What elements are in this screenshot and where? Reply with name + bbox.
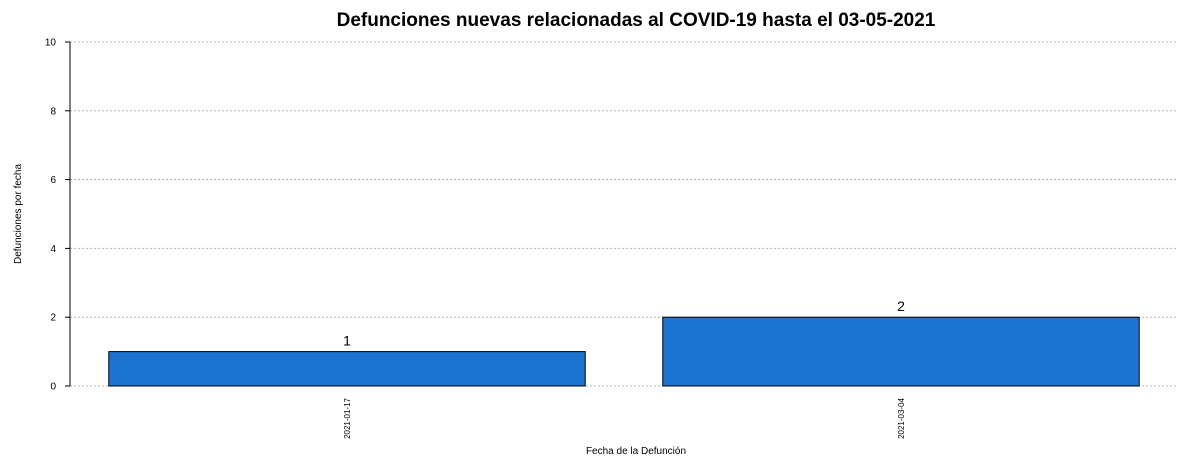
y-tick-label-4: 8 <box>50 106 56 117</box>
y-axis-label: Defunciones por fecha <box>13 164 24 265</box>
y-tick-label-1: 2 <box>50 313 56 324</box>
x-tick-label-2021-03-04: 2021-03-04 <box>897 397 906 438</box>
y-axis-ticks: 0 2 4 6 8 10 <box>45 38 70 393</box>
y-tick-label-5: 10 <box>45 38 57 49</box>
data-label-2021-03-04: 2 <box>897 298 905 314</box>
bar-2021-03-04 <box>662 316 1140 387</box>
data-label-2021-01-17: 1 <box>343 333 351 349</box>
y-tick-label-3: 6 <box>50 175 56 186</box>
x-axis-label: Fecha de la Defunción <box>586 446 686 456</box>
x-tick-label-2021-01-17: 2021-01-17 <box>343 397 352 438</box>
bar-2021-01-17 <box>108 351 586 387</box>
y-tick-label-2: 4 <box>50 244 56 255</box>
x-axis-ticks: 2021-01-17 2021-03-04 <box>343 397 906 438</box>
chart-title: Defunciones nuevas relacionadas al COVID… <box>337 10 936 31</box>
grid-layer <box>70 41 1178 387</box>
bars <box>108 316 1140 387</box>
y-tick-label-0: 0 <box>50 382 56 393</box>
data-labels: 12 <box>343 298 905 348</box>
